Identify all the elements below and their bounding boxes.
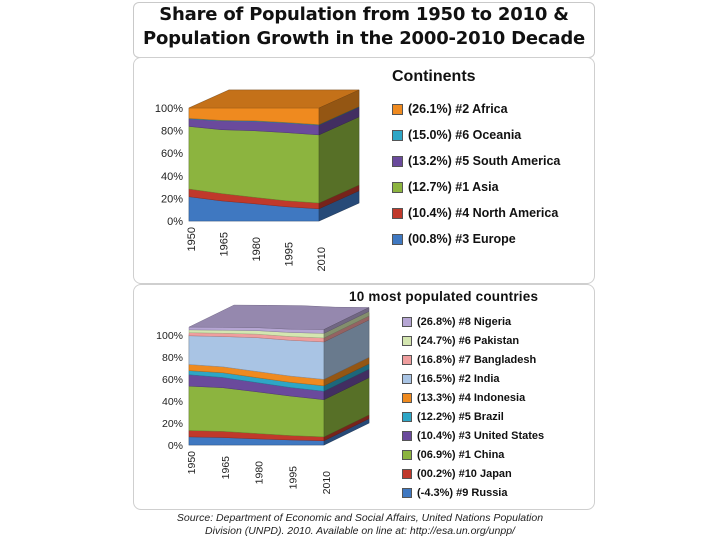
continents-y-tick-label: 0%: [167, 216, 183, 228]
countries-legend-label: (16.5%) #2 India: [417, 372, 500, 385]
countries-y-tick-label: 100%: [156, 330, 183, 342]
countries-legend-item: (16.8%) #7 Bangladesh: [402, 350, 544, 369]
continents-legend-swatch: [392, 233, 403, 245]
countries-x-tick-label: 2010: [321, 471, 333, 495]
source-note: Source: Department of Economic and Socia…: [0, 512, 720, 538]
continents-legend-swatch: [392, 207, 403, 219]
countries-legend: (26.8%) #8 Nigeria (24.7%) #6 Pakistan (16…: [402, 312, 544, 502]
countries-legend-label: (16.8%) #7 Bangladesh: [417, 353, 537, 366]
continents-legend-item: (26.1%) #2 Africa: [392, 96, 560, 122]
continents-y-tick-label: 100%: [155, 103, 183, 115]
continents-legend-item: (13.2%) #5 South America: [392, 148, 560, 174]
continents-legend-swatch: [392, 155, 403, 167]
countries-y-tick-label: 20%: [162, 418, 183, 430]
source-line-2: Division (UNPD). 2010. Available on line…: [205, 525, 515, 537]
countries-legend-swatch: [402, 449, 412, 460]
countries-legend-item: (16.5%) #2 India: [402, 369, 544, 388]
continents-legend-title: Continents: [392, 68, 476, 85]
countries-x-tick-label: 1965: [220, 456, 232, 480]
continents-legend-label: (00.8%) #3 Europe: [408, 232, 516, 246]
continents-legend-swatch: [392, 129, 403, 141]
countries-legend-label: (26.8%) #8 Nigeria: [417, 315, 512, 328]
continents-legend-label: (15.0%) #6 Oceania: [408, 128, 522, 142]
countries-legend-label: (10.4%) #3 United States: [417, 429, 545, 442]
countries-legend-swatch: [402, 487, 412, 498]
countries-legend-swatch: [402, 373, 412, 384]
continents-legend-swatch: [392, 181, 403, 193]
countries-legend-swatch: [402, 316, 412, 327]
countries-legend-swatch: [402, 411, 412, 422]
countries-side-nigeria: [323, 307, 370, 334]
page-title-line-2: Population Growth in the 2000-2010 Decad…: [142, 28, 586, 49]
continents-legend-item: (12.7%) #1 Asia: [392, 174, 560, 200]
countries-legend-label: (13.3%) #4 Indonesia: [417, 391, 526, 404]
countries-legend-item: (00.2%) #10 Japan: [402, 464, 544, 483]
continents-legend-swatch: [392, 103, 403, 115]
countries-legend-swatch: [402, 430, 412, 441]
countries-legend-swatch: [402, 335, 412, 346]
countries-legend-swatch: [402, 354, 412, 365]
countries-x-tick-label: 1980: [254, 461, 266, 485]
countries-legend-label: (00.2%) #10 Japan: [417, 467, 512, 480]
countries-legend-item: (26.8%) #8 Nigeria: [402, 312, 544, 331]
countries-y-tick-label: 80%: [162, 352, 183, 364]
continents-legend-item: (15.0%) #6 Oceania: [392, 122, 560, 148]
countries-legend-label: (-4.3%) #9 Russia: [417, 486, 508, 499]
continents-legend-label: (13.2%) #5 South America: [408, 154, 561, 168]
continents-chart-panel: 0% 20% 40% 60% 80% 100% 1950 1965 1980 1995 2010 C…: [133, 57, 595, 284]
countries-x-tick-label: 1995: [287, 466, 299, 490]
countries-y-tick-label: 40%: [162, 396, 183, 408]
continents-side-africa: [318, 89, 360, 125]
continents-legend-label: (12.7%) #1 Asia: [408, 180, 499, 194]
continents-y-tick-label: 60%: [161, 148, 183, 160]
continents-chart: 0% 20% 40% 60% 80% 100% 1950 1965 1980 1995 2010: [155, 89, 360, 271]
countries-legend-swatch: [402, 392, 412, 403]
continents-legend-label: (10.4%) #4 North America: [408, 206, 559, 220]
countries-legend-item: (-4.3%) #9 Russia: [402, 483, 544, 502]
continents-x-tick-label: 1980: [251, 237, 263, 261]
countries-legend-item: (13.3%) #4 Indonesia: [402, 388, 544, 407]
countries-legend-item: (12.2%) #5 Brazil: [402, 407, 544, 426]
countries-legend-item: (06.9%) #1 China: [402, 445, 544, 464]
countries-legend-item: (10.4%) #3 United States: [402, 426, 544, 445]
continents-legend-item: (00.8%) #3 Europe: [392, 226, 560, 252]
countries-legend-label: (12.2%) #5 Brazil: [417, 410, 504, 423]
title-box: Share of Population from 1950 to 2010 & …: [133, 2, 595, 58]
continents-area-asia: [188, 126, 320, 204]
continents-x-tick-label: 2010: [316, 247, 328, 271]
countries-chart: 0% 20% 40% 60% 80% 100% 1950 1965 1980 1995 2010: [156, 304, 370, 495]
continents-y-tick-label: 40%: [161, 171, 183, 183]
continents-y-tick-label: 20%: [161, 193, 183, 205]
countries-legend-label: (24.7%) #6 Pakistan: [417, 334, 520, 347]
source-line-1: Source: Department of Economic and Socia…: [176, 512, 544, 524]
countries-y-tick-label: 60%: [162, 374, 183, 386]
continents-y-tick-label: 80%: [161, 126, 183, 138]
countries-legend-title: 10 most populated countries: [349, 289, 539, 304]
page-title-line-1: Share of Population from 1950 to 2010 &: [159, 4, 569, 25]
continents-legend-label: (26.1%) #2 Africa: [408, 102, 508, 116]
countries-legend-swatch: [402, 468, 412, 479]
countries-legend-item: (24.7%) #6 Pakistan: [402, 331, 544, 350]
continents-x-tick-label: 1995: [284, 242, 296, 266]
continents-x-tick-label: 1965: [219, 232, 231, 256]
continents-x-tick-label: 1950: [186, 227, 198, 251]
continents-legend: (26.1%) #2 Africa (15.0%) #6 Oceania (13.2…: [392, 96, 560, 252]
countries-x-tick-label: 1950: [186, 451, 198, 475]
countries-legend-label: (06.9%) #1 China: [417, 448, 505, 461]
countries-y-tick-label: 0%: [168, 440, 183, 452]
continents-legend-item: (10.4%) #4 North America: [392, 200, 560, 226]
countries-chart-panel: 0% 20% 40% 60% 80% 100% 1950 1965 1980 1995 2010 1…: [133, 284, 595, 510]
